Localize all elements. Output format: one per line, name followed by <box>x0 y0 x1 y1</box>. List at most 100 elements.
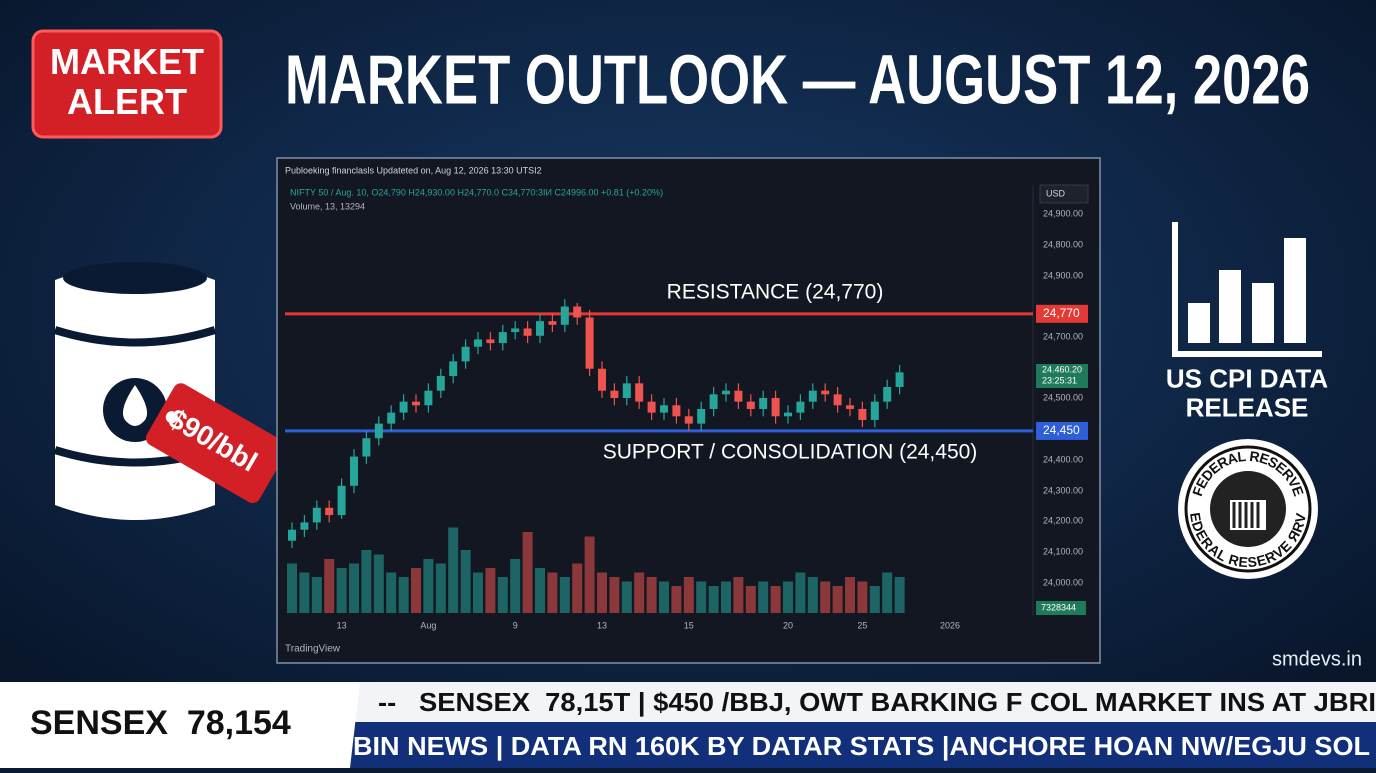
x-tick-label: 13 <box>597 620 607 630</box>
cpi-label: US CPI DATA RELEASE <box>1166 364 1328 423</box>
candle-body <box>325 507 334 516</box>
volume-bar <box>721 581 731 613</box>
volume-bar <box>733 577 744 613</box>
brand: TradingView <box>285 644 341 655</box>
volume-bar <box>497 577 508 613</box>
price-label: 24,900.00 <box>1043 208 1083 218</box>
index-box <box>0 682 360 768</box>
x-tick-label: 13 <box>337 620 347 630</box>
volume-bar <box>745 586 756 613</box>
last-price-badge <box>1036 364 1088 388</box>
volume-bar <box>386 572 397 613</box>
volume-badge: 7328344 <box>1041 602 1076 612</box>
candle-body <box>833 394 842 406</box>
volume-bar <box>460 550 471 613</box>
candle-body <box>436 376 445 391</box>
price-label: 24,300.00 <box>1043 485 1083 495</box>
volume-bar <box>547 572 558 613</box>
candle-body <box>498 332 507 344</box>
volume-bar <box>423 559 434 613</box>
candle-body <box>560 306 569 325</box>
volume-bar <box>411 568 421 613</box>
price-label: 24,500.00 <box>1043 392 1083 402</box>
x-tick-label: 25 <box>857 620 867 630</box>
price-label: 24,200.00 <box>1043 515 1083 525</box>
volume-bar <box>522 532 533 613</box>
price-label: 24,000.00 <box>1043 577 1083 587</box>
level-label: RESISTANCE (24,770) <box>667 280 884 303</box>
candle-body <box>672 405 681 417</box>
oil-barrel-icon <box>53 262 288 520</box>
candle-body <box>771 397 780 417</box>
volume-bar <box>485 568 496 613</box>
x-tick-label: Aug <box>420 620 436 630</box>
volume-bar <box>473 572 483 613</box>
legend-line: NIFTY 50 / Aug. 10, O24,790 H24,930.00 H… <box>290 187 663 197</box>
plot: 24,900.00 24,800.00 24,900.00 24,700.00 24,5… <box>285 208 1088 630</box>
candle-body <box>722 390 730 395</box>
candle-body <box>697 408 706 424</box>
volume-bar <box>659 581 669 613</box>
volume-bar <box>336 568 347 613</box>
index-text: SENSEX 78,154 <box>30 704 291 742</box>
chart-caption: Publoeking financlasls Updateted on, Aug… <box>285 165 542 175</box>
volume-bar <box>435 563 446 613</box>
candle-body <box>647 401 656 413</box>
volume-bar <box>696 581 707 613</box>
bar-chart-icon <box>1172 222 1322 357</box>
volume-bar <box>597 572 607 613</box>
x-tick-label: 9 <box>513 620 518 630</box>
candle-body <box>362 438 371 457</box>
candle-body <box>883 387 892 402</box>
candle-body <box>734 390 743 402</box>
candle-body <box>821 390 830 395</box>
volume-bar <box>287 563 297 613</box>
last-price: 24.460.20 <box>1042 364 1082 374</box>
volume-bar <box>535 568 545 613</box>
title: MARKET OUTLOOK — AUGUST 12, 2026 <box>285 40 1310 118</box>
level-badge-box <box>1036 304 1088 323</box>
volume-bar <box>795 572 806 613</box>
candle-body <box>312 507 321 523</box>
ticker-line1: -- SENSEX 78,15T | $450 /BBJ, OWT BARKIN… <box>378 687 1376 717</box>
volume-bar <box>758 581 769 613</box>
candle-body <box>796 401 805 413</box>
x-end-label: 2026 <box>940 620 960 630</box>
level-badge-box <box>1036 421 1088 440</box>
level-label: SUPPORT / CONSOLIDATION (24,450) <box>603 440 978 463</box>
candle-body <box>746 401 755 409</box>
site: smdevs.in <box>1272 648 1362 670</box>
volume-bar <box>869 586 880 613</box>
candle-body <box>511 328 520 333</box>
candle-body <box>684 416 693 424</box>
x-tick-label: 15 <box>684 620 694 630</box>
volume-bar <box>807 577 818 613</box>
price-label: 24,800.00 <box>1043 239 1083 249</box>
candle-body <box>449 361 458 377</box>
candle-body <box>461 346 470 362</box>
candle-body <box>337 485 346 516</box>
volume-bar <box>559 577 570 613</box>
candle-body <box>709 394 718 409</box>
level-badge: 24,770 <box>1043 306 1080 320</box>
candle-body <box>300 522 309 530</box>
candle-body <box>486 339 495 344</box>
candle-body <box>350 456 358 486</box>
volume-bar <box>510 559 521 613</box>
price-label: 24,400.00 <box>1043 454 1083 464</box>
price-label: 24,900.00 <box>1043 270 1083 280</box>
candle-body <box>784 412 792 417</box>
volume-bar <box>349 563 359 613</box>
volume-bar <box>770 586 781 613</box>
countdown: 23:25:31 <box>1042 375 1077 385</box>
volume-bar <box>845 577 855 613</box>
volume-bar <box>572 563 583 613</box>
volume-bar <box>857 581 868 613</box>
volume-bar <box>894 577 905 613</box>
candle-body <box>412 401 420 406</box>
candle-body <box>474 339 482 347</box>
candle-body <box>808 390 817 402</box>
candle-body <box>573 306 582 318</box>
candle-body <box>387 412 396 424</box>
volume-bar <box>373 554 384 613</box>
